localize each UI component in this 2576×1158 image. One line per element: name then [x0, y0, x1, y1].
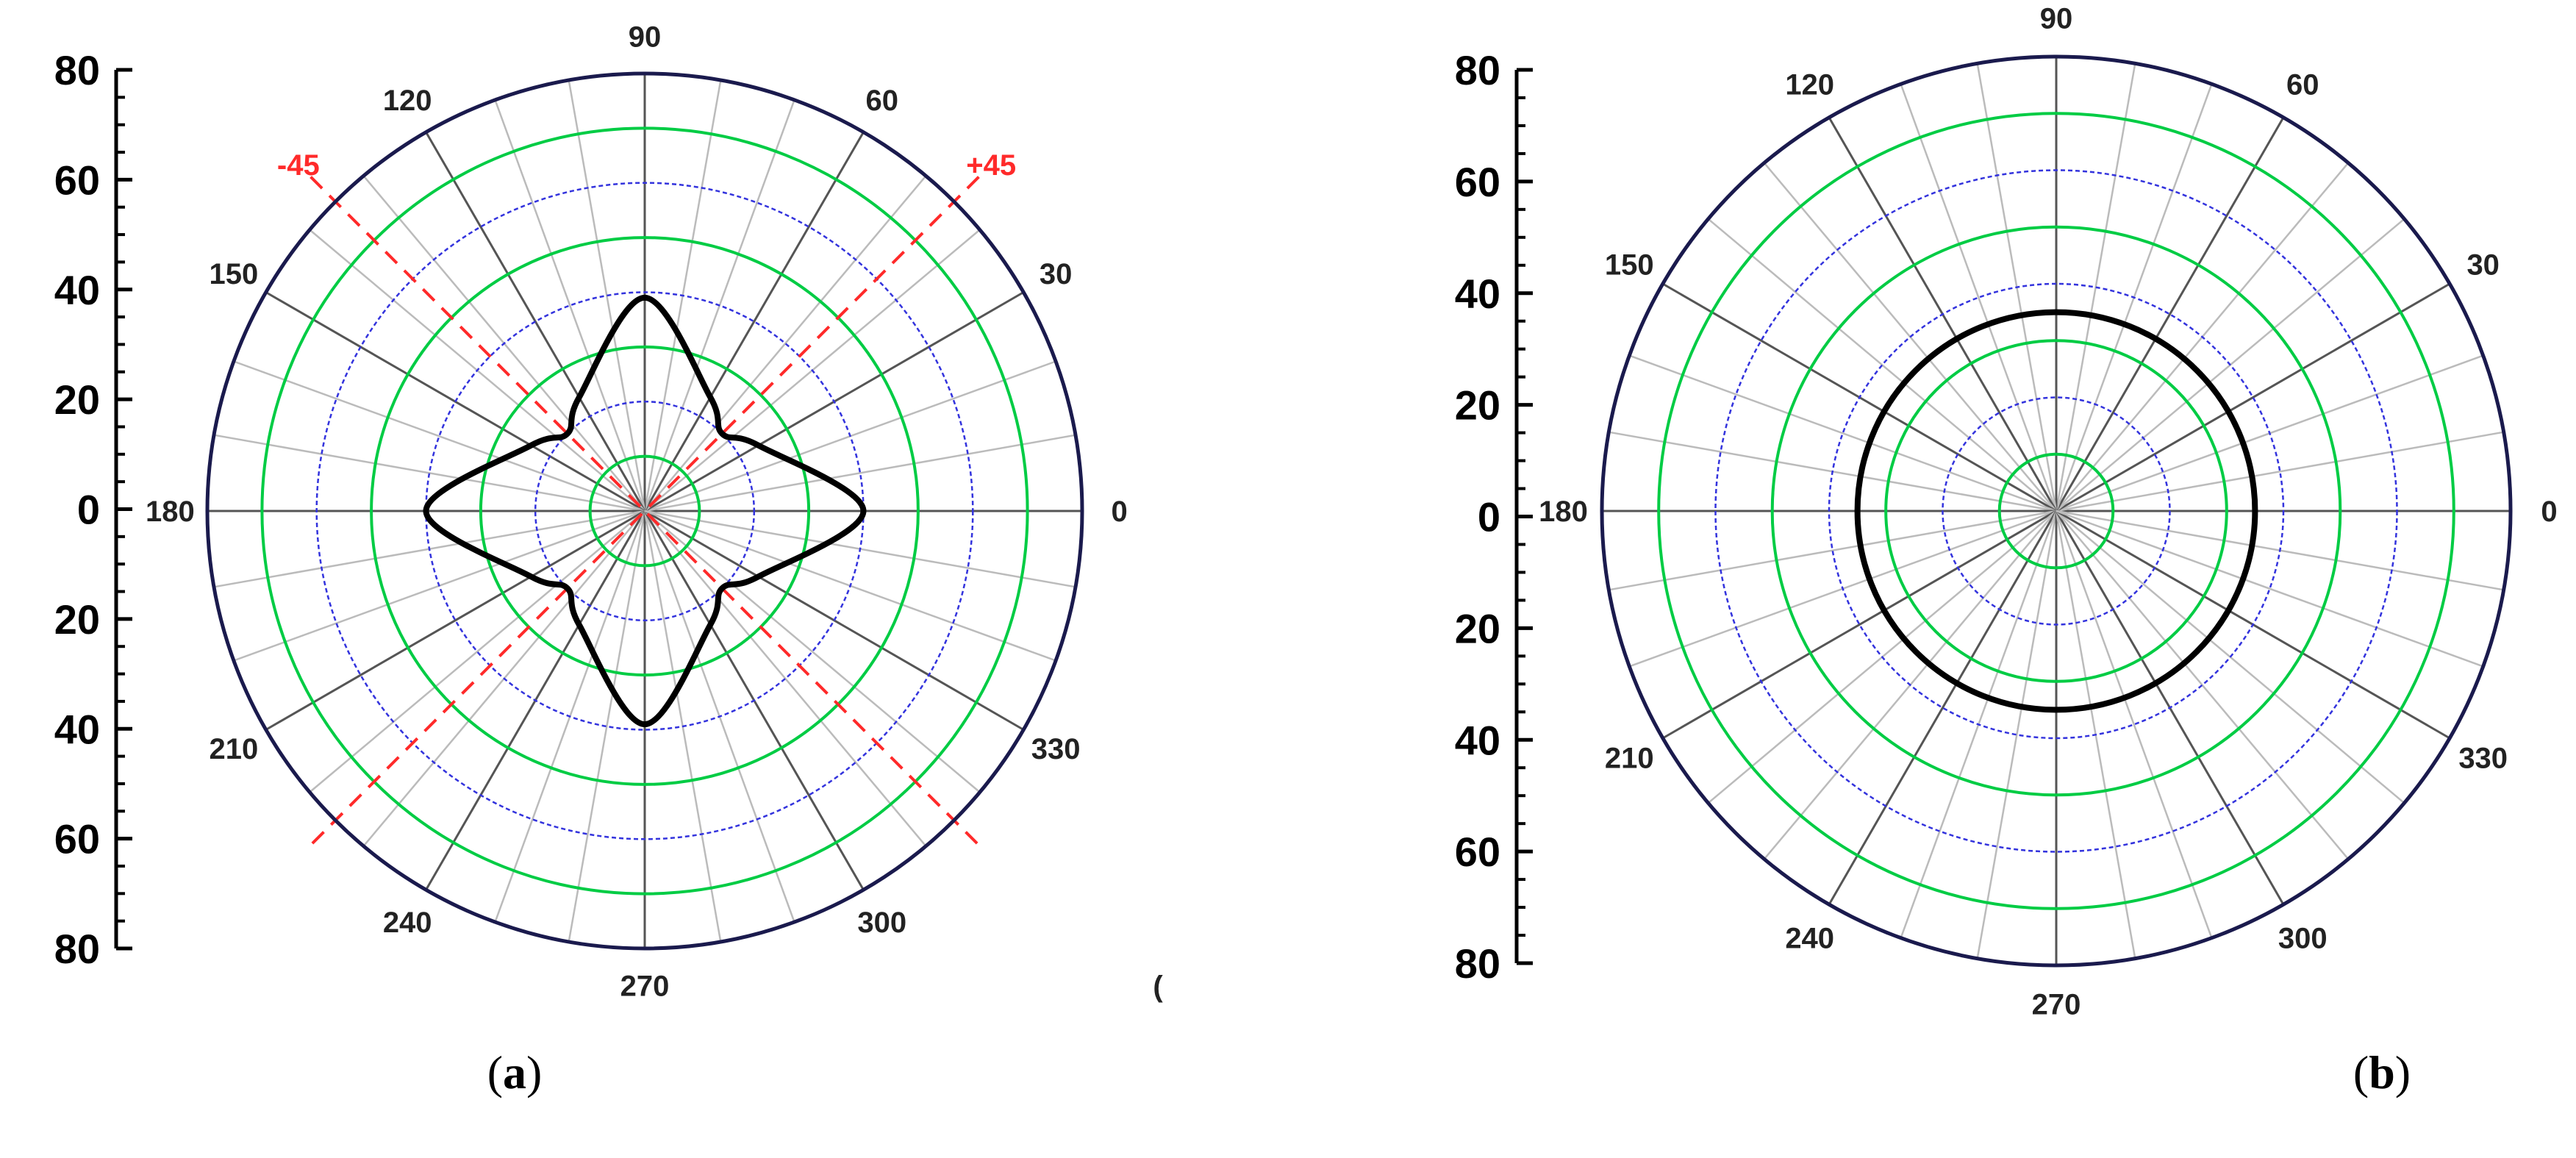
- radial-gridline-170: [213, 434, 645, 512]
- angle-tick-label: 300: [2278, 923, 2328, 955]
- panel-label-letter: b: [2369, 1046, 2395, 1098]
- grid-ring-10: [588, 454, 701, 568]
- radial-gridline-340: [2056, 510, 2484, 668]
- panel-b: 0 30 60 90 120 150 180 210 240 270 300 330 80 60 40 20 0…: [1455, 3, 2558, 1099]
- angle-tick-label: 300: [857, 907, 906, 939]
- angle-tick-label: 240: [383, 907, 432, 939]
- radial-axis-tick-label: 40: [1455, 271, 1500, 317]
- radial-axis-tick-label: 80: [1455, 940, 1500, 987]
- grid-ring-50: [1770, 225, 2342, 797]
- radial-gridline-310: [644, 510, 927, 847]
- radial-gridline-190: [1609, 510, 2057, 591]
- radial-gridline-240: [1828, 510, 2058, 905]
- panel-label-close: ): [526, 1046, 542, 1098]
- radial-gridline-160: [233, 360, 645, 512]
- angle-tick-label: 180: [146, 496, 195, 528]
- angle-tick-label: 120: [1785, 68, 1834, 101]
- radial-gridline-80: [2055, 63, 2136, 512]
- radial-axis-tick-label: 80: [1455, 47, 1500, 93]
- radial-gridline-60: [2055, 117, 2285, 512]
- radial-axis-tick-label: 60: [54, 816, 100, 862]
- angle-tick-label: 270: [2032, 989, 2081, 1021]
- radial-axis-tick-label: 60: [1455, 159, 1500, 205]
- radial-gridline-10: [2056, 431, 2504, 512]
- grid-ring-20: [534, 400, 756, 622]
- radial-axis-tick-label: 20: [54, 376, 100, 423]
- polar-outer-circle: [205, 71, 1084, 951]
- radial-axis-tick-label: 60: [1455, 829, 1500, 875]
- grid-ring-70: [260, 126, 1029, 896]
- radial-axis-tick-label: 0: [1478, 494, 1500, 540]
- radial-gridline-320: [644, 510, 981, 793]
- angle-tick-label: 90: [629, 21, 662, 53]
- angle-tick-label: 60: [2286, 68, 2319, 101]
- radial-gridline-110: [1900, 83, 2058, 512]
- radial-gridline-210: [265, 510, 645, 731]
- grid-ring-10: [1997, 452, 2115, 570]
- radial-gridline-50: [644, 175, 927, 512]
- angle-tick-label: 270: [620, 971, 670, 1003]
- angle-tick-label: 120: [383, 85, 432, 117]
- grid-ring-50: [370, 236, 920, 786]
- panel-label: (a): [487, 1046, 543, 1098]
- radial-gridline-60: [643, 131, 865, 512]
- radial-axis-tick-label: 40: [54, 267, 100, 313]
- radial-axis-tick-label: 20: [54, 596, 100, 643]
- grid-ring-60: [315, 182, 974, 840]
- radial-gridline-10: [644, 434, 1076, 512]
- radial-gridline-160: [1628, 354, 2057, 512]
- radial-axis-tick-label: 20: [1455, 382, 1500, 429]
- angle-tick-label: 30: [1040, 258, 1073, 290]
- data-series-line: [423, 294, 867, 728]
- angle-tick-label: 0: [1111, 496, 1127, 528]
- angle-tick-label: 150: [210, 258, 259, 290]
- grid-ring-40: [1828, 282, 2285, 740]
- panel-label-open: (: [487, 1046, 503, 1098]
- angle-tick-label: 330: [2458, 742, 2508, 774]
- radial-gridline-30: [2056, 282, 2450, 512]
- guide-line-label: -45: [277, 149, 320, 182]
- radial-gridline-310: [2056, 510, 2350, 860]
- guide-line-label: +45: [966, 149, 1016, 182]
- radial-axis-tick-label: 80: [54, 47, 100, 93]
- radial-axis-tick-label: 40: [1455, 717, 1500, 763]
- angle-tick-label: 330: [1031, 733, 1081, 765]
- radial-gridline-110: [494, 99, 646, 512]
- grid-ring-30: [479, 345, 811, 677]
- panel-label: (b): [2353, 1046, 2411, 1098]
- angle-tick-label: 30: [2466, 249, 2500, 282]
- data-series-line: [1854, 309, 2258, 713]
- panel-label-close: ): [2395, 1046, 2411, 1098]
- grid-ring-20: [1942, 396, 2171, 626]
- angle-tick-label: 210: [210, 733, 259, 765]
- polar-outer-circle: [1600, 54, 2513, 968]
- angle-tick-label: 180: [1539, 496, 1588, 528]
- grid-ring-70: [1657, 112, 2455, 910]
- radial-gridline-130: [1763, 162, 2057, 512]
- stray-mark: (: [1153, 971, 1163, 1003]
- angle-tick-label: 240: [1785, 923, 1834, 955]
- radial-gridline-100: [568, 79, 646, 512]
- panel-a: +45 -45 0 30 60 90 120 150 180 210 240 270 300 330 80 6…: [54, 21, 1164, 1098]
- radial-axis-tick-label: 20: [1455, 605, 1500, 651]
- radial-axis-tick-label: 60: [54, 157, 100, 203]
- angle-tick-label: 210: [1605, 742, 1654, 774]
- radial-gridline-260: [1976, 510, 2058, 959]
- radial-axis-tick-label: 80: [54, 926, 100, 972]
- angle-tick-label: 90: [2040, 3, 2073, 35]
- radial-axis-tick-label: 0: [77, 487, 100, 533]
- radial-gridline-260: [568, 510, 646, 943]
- panel-label-open: (: [2353, 1046, 2369, 1098]
- angle-tick-label: 0: [2541, 496, 2557, 528]
- angle-tick-label: 60: [866, 85, 899, 117]
- panel-label-letter: a: [503, 1046, 526, 1098]
- angle-tick-label: 150: [1605, 249, 1654, 282]
- radial-axis-tick-label: 40: [54, 706, 100, 752]
- grid-ring-60: [1714, 169, 2398, 853]
- radial-gridline-290: [2055, 510, 2213, 939]
- radial-gridline-210: [1662, 510, 2057, 740]
- radial-gridline-220: [309, 510, 645, 793]
- grid-ring-30: [1884, 339, 2228, 683]
